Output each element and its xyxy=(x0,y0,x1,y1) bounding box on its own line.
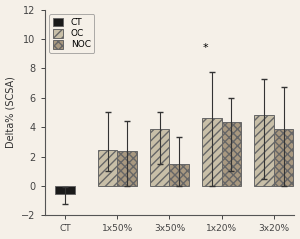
Legend: CT, OC, NOC: CT, OC, NOC xyxy=(49,14,94,53)
Bar xyxy=(254,115,274,186)
Bar xyxy=(117,152,137,186)
Y-axis label: Delta% (SCSA): Delta% (SCSA) xyxy=(6,76,16,148)
Bar xyxy=(202,118,221,186)
Bar xyxy=(169,164,189,186)
Text: *: * xyxy=(203,43,209,53)
Bar xyxy=(274,129,293,186)
Bar xyxy=(221,122,241,186)
Bar xyxy=(56,186,75,194)
Bar xyxy=(98,150,117,186)
Bar xyxy=(150,129,169,186)
